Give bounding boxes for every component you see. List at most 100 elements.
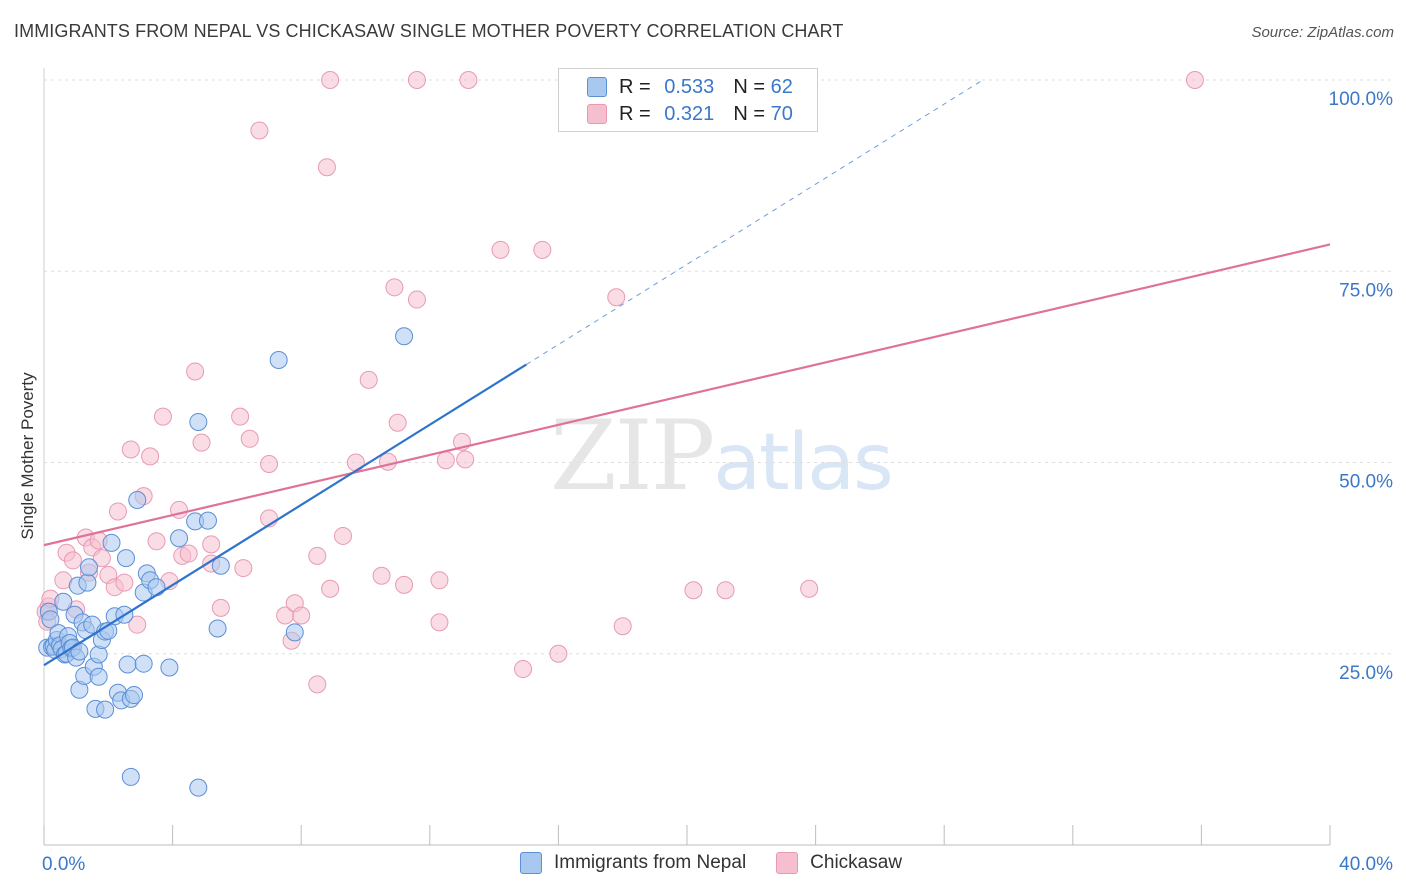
nepal-point (147, 578, 166, 597)
nepal-points (38, 327, 414, 797)
nepal-trendline (43, 363, 527, 667)
chickasaw-point (379, 452, 398, 471)
nepal-point (395, 327, 414, 346)
chickasaw-point (186, 362, 205, 381)
chickasaw-point (179, 544, 198, 563)
chickasaw-point (613, 617, 632, 636)
chickasaw-point (430, 613, 449, 632)
legend-r-label: R = (619, 102, 651, 125)
chickasaw-point (430, 571, 449, 590)
chickasaw-point (153, 407, 172, 426)
watermark-zip: ZIP (550, 400, 715, 512)
nepal-point (102, 533, 121, 552)
chickasaw-point (308, 546, 327, 565)
chickasaw-point (346, 453, 365, 472)
chickasaw-point (395, 575, 414, 594)
series-legend: Immigrants from Nepal Chickasaw (520, 852, 932, 874)
chickasaw-point (231, 407, 250, 426)
y-tick-label: 100.0% (1329, 89, 1394, 110)
nepal-point (118, 655, 137, 674)
chickasaw-point (436, 451, 455, 470)
legend-item-chickasaw[interactable]: Chickasaw (776, 852, 902, 874)
chickasaw-trendline (43, 243, 1331, 547)
nepal-point (80, 558, 99, 577)
chickasaw-point (141, 447, 160, 466)
chickasaw-point (211, 598, 230, 617)
chickasaw-point (533, 240, 552, 259)
legend-r-value: 0.533 (664, 75, 715, 98)
legend-swatch-chickasaw (776, 852, 799, 874)
nepal-point (116, 549, 135, 568)
nepal-point (128, 490, 147, 509)
chickasaw-point (147, 532, 166, 551)
legend-label-chickasaw: Chickasaw (810, 852, 903, 873)
chickasaw-point (607, 288, 626, 307)
source-label: Source: ZipAtlas.com (1251, 24, 1394, 41)
y-tick-label: 75.0% (1339, 280, 1393, 301)
chickasaw-point (549, 644, 568, 663)
chickasaw-point (128, 615, 147, 634)
nepal-point (125, 686, 144, 705)
nepal-point (269, 350, 288, 369)
chickasaw-point (385, 278, 404, 297)
legend-swatch-nepal (587, 77, 607, 97)
chickasaw-point (234, 559, 253, 578)
chickasaw-point (292, 606, 311, 625)
legend-r-value: 0.321 (664, 102, 715, 125)
nepal-point (198, 511, 217, 530)
chickasaw-point (407, 71, 426, 89)
chart-title: IMMIGRANTS FROM NEPAL VS CHICKASAW SINGL… (14, 21, 844, 41)
chickasaw-point (115, 573, 134, 592)
y-tick-label: 25.0% (1339, 663, 1393, 684)
legend-label-nepal: Immigrants from Nepal (554, 852, 747, 873)
chickasaw-points (36, 71, 1204, 694)
chickasaw-point (514, 660, 533, 679)
axes (43, 68, 1331, 846)
nepal-point (41, 610, 60, 629)
chickasaw-point (388, 413, 407, 432)
chickasaw-point (372, 566, 391, 585)
x-tick-label: 0.0% (42, 854, 85, 875)
chickasaw-point (108, 502, 127, 521)
chickasaw-point (716, 581, 735, 600)
nepal-point (285, 623, 304, 642)
nepal-point (189, 412, 208, 431)
nepal-point (89, 667, 108, 686)
x-tick-label: 40.0% (1339, 854, 1393, 875)
chickasaw-point (321, 71, 340, 89)
nepal-point (96, 700, 115, 719)
chickasaw-point (63, 551, 82, 570)
nepal-point (121, 767, 140, 786)
nepal-point (211, 556, 230, 575)
chickasaw-point (359, 370, 378, 389)
chickasaw-point (456, 450, 475, 469)
legend-r-label: R = (619, 75, 651, 98)
chickasaw-point (192, 433, 211, 452)
chickasaw-point (800, 579, 819, 598)
chickasaw-point (308, 675, 327, 694)
chickasaw-point (321, 579, 340, 598)
legend-swatch-chickasaw (587, 104, 607, 124)
legend-n-value: 62 (770, 75, 793, 98)
chickasaw-point (202, 535, 221, 554)
nepal-point (134, 654, 153, 673)
chickasaw-point (491, 240, 510, 259)
legend-row-chickasaw: R = 0.321 N = 70 (587, 101, 793, 127)
chickasaw-point (92, 549, 111, 568)
chickasaw-point (459, 71, 478, 89)
y-tick-label: 50.0% (1339, 472, 1393, 493)
chickasaw-point (240, 429, 259, 448)
chickasaw-point (1185, 71, 1204, 89)
legend-item-nepal[interactable]: Immigrants from Nepal (520, 852, 746, 874)
nepal-point (89, 645, 108, 664)
legend-swatch-nepal (520, 852, 542, 874)
legend-row-nepal: R = 0.533 N = 62 (587, 74, 793, 100)
chickasaw-point (317, 158, 336, 177)
legend-n-value: 70 (770, 102, 793, 125)
nepal-point (208, 619, 227, 638)
chickasaw-point (250, 121, 269, 140)
tick-labels: 25.0% 50.0% 75.0% 100.0% 0.0% 40.0% (42, 89, 1393, 875)
stats-legend: R = 0.533 N = 62 R = 0.321 N = 70 (558, 68, 818, 132)
nepal-point (160, 658, 179, 677)
